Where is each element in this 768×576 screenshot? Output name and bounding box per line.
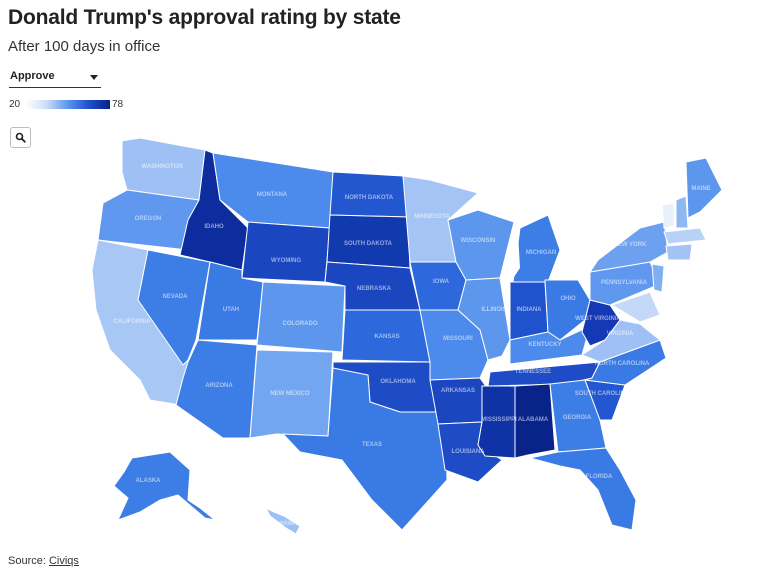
state-MI[interactable] [512,214,561,283]
state-label-IA: IOWA [433,279,450,285]
state-label-MO: MISSOURI [443,336,473,342]
state-label-CA: CALIFORNIA [114,319,152,325]
zoom-button[interactable] [10,127,31,148]
state-WY[interactable] [241,221,331,283]
state-label-WI: WISCONSIN [461,238,496,244]
state-IL[interactable] [457,277,511,361]
state-MA[interactable] [663,227,707,245]
state-label-MI: MICHIGAN [526,250,556,256]
page-subtitle: After 100 days in office [8,38,161,55]
state-label-AR: ARKANSAS [441,388,475,394]
state-label-KS: KANSAS [374,334,399,340]
state-MD[interactable] [611,291,661,323]
color-legend: 20 78 [9,97,139,111]
state-AK[interactable] [113,451,216,521]
magnifier-icon [15,132,26,143]
state-label-HI: HAWAII [279,521,301,527]
state-label-OH: OHIO [560,296,576,302]
legend-gradient-bar [26,100,110,109]
state-label-WA: WASHINGTON [141,164,182,170]
state-label-MS: MISSISSIPPI [481,417,517,423]
state-label-FL: FLORIDA [586,474,613,480]
source-prefix: Source: [8,555,49,567]
state-NH[interactable] [675,195,689,229]
state-label-NE: NEBRASKA [357,286,392,292]
metric-dropdown[interactable]: Approve [9,68,101,88]
state-label-LA: LOUISIANA [452,449,486,455]
state-label-NC: NORTH CAROLINA [595,361,650,367]
state-label-NV: NEVADA [163,294,189,300]
state-label-TN: TENNESSEE [515,369,551,375]
legend-min-label: 20 [9,99,21,110]
state-CT[interactable] [665,243,693,261]
state-label-IL: ILLINOIS [481,307,506,313]
state-IA[interactable] [409,261,467,311]
state-TX[interactable] [282,367,448,531]
state-GA[interactable] [549,379,607,453]
chevron-down-icon [90,75,98,80]
state-label-MN: MINNESOTA [414,214,450,220]
state-label-TX: TEXAS [362,442,382,448]
state-label-IN: INDIANA [517,307,543,313]
state-label-WV: WEST VIRGINIA [575,316,621,322]
state-label-VA: VIRGINIA [607,331,634,337]
lake-erie [560,255,590,274]
source-note: Source: Civiqs [8,555,79,567]
state-label-ND: NORTH DAKOTA [345,195,394,201]
metric-dropdown-value: Approve [10,70,55,82]
state-label-ME: MAINE [691,186,710,192]
state-VT[interactable] [661,202,675,229]
state-label-AK: ALASKA [136,478,162,484]
state-VA[interactable] [581,319,661,363]
state-label-NY: NEW YORK [614,242,648,248]
state-label-PA: PENNSYLVANIA [601,280,648,286]
legend-max-label: 78 [112,99,124,110]
state-HI[interactable] [265,507,301,535]
state-label-KY: KENTUCKY [528,342,561,348]
state-AL[interactable] [514,383,556,459]
state-label-NM: NEW MEXICO [270,391,310,397]
lake-michigan [508,232,520,280]
state-FL[interactable] [529,447,637,531]
state-CO[interactable] [256,281,346,353]
state-label-WY: WYOMING [271,258,301,264]
state-label-GA: GEORGIA [563,415,592,421]
state-label-SD: SOUTH DAKOTA [344,241,393,247]
state-label-MT: MONTANA [257,192,288,198]
state-label-UT: UTAH [223,307,239,313]
state-OR[interactable] [97,189,200,251]
state-NJ[interactable] [651,263,665,293]
page-title: Donald Trump's approval rating by state [8,6,401,29]
state-label-OK: OKLAHOMA [380,379,416,385]
state-label-AZ: ARIZONA [205,383,233,389]
state-label-AL: ALABAMA [518,417,549,423]
state-label-CO: COLORADO [283,321,318,327]
state-label-ID: IDAHO [204,224,224,230]
source-link[interactable]: Civiqs [48,555,79,567]
state-ME[interactable] [685,157,723,219]
state-label-SC: SOUTH CAROLINA [575,391,630,397]
state-label-OR: OREGON [135,216,162,222]
